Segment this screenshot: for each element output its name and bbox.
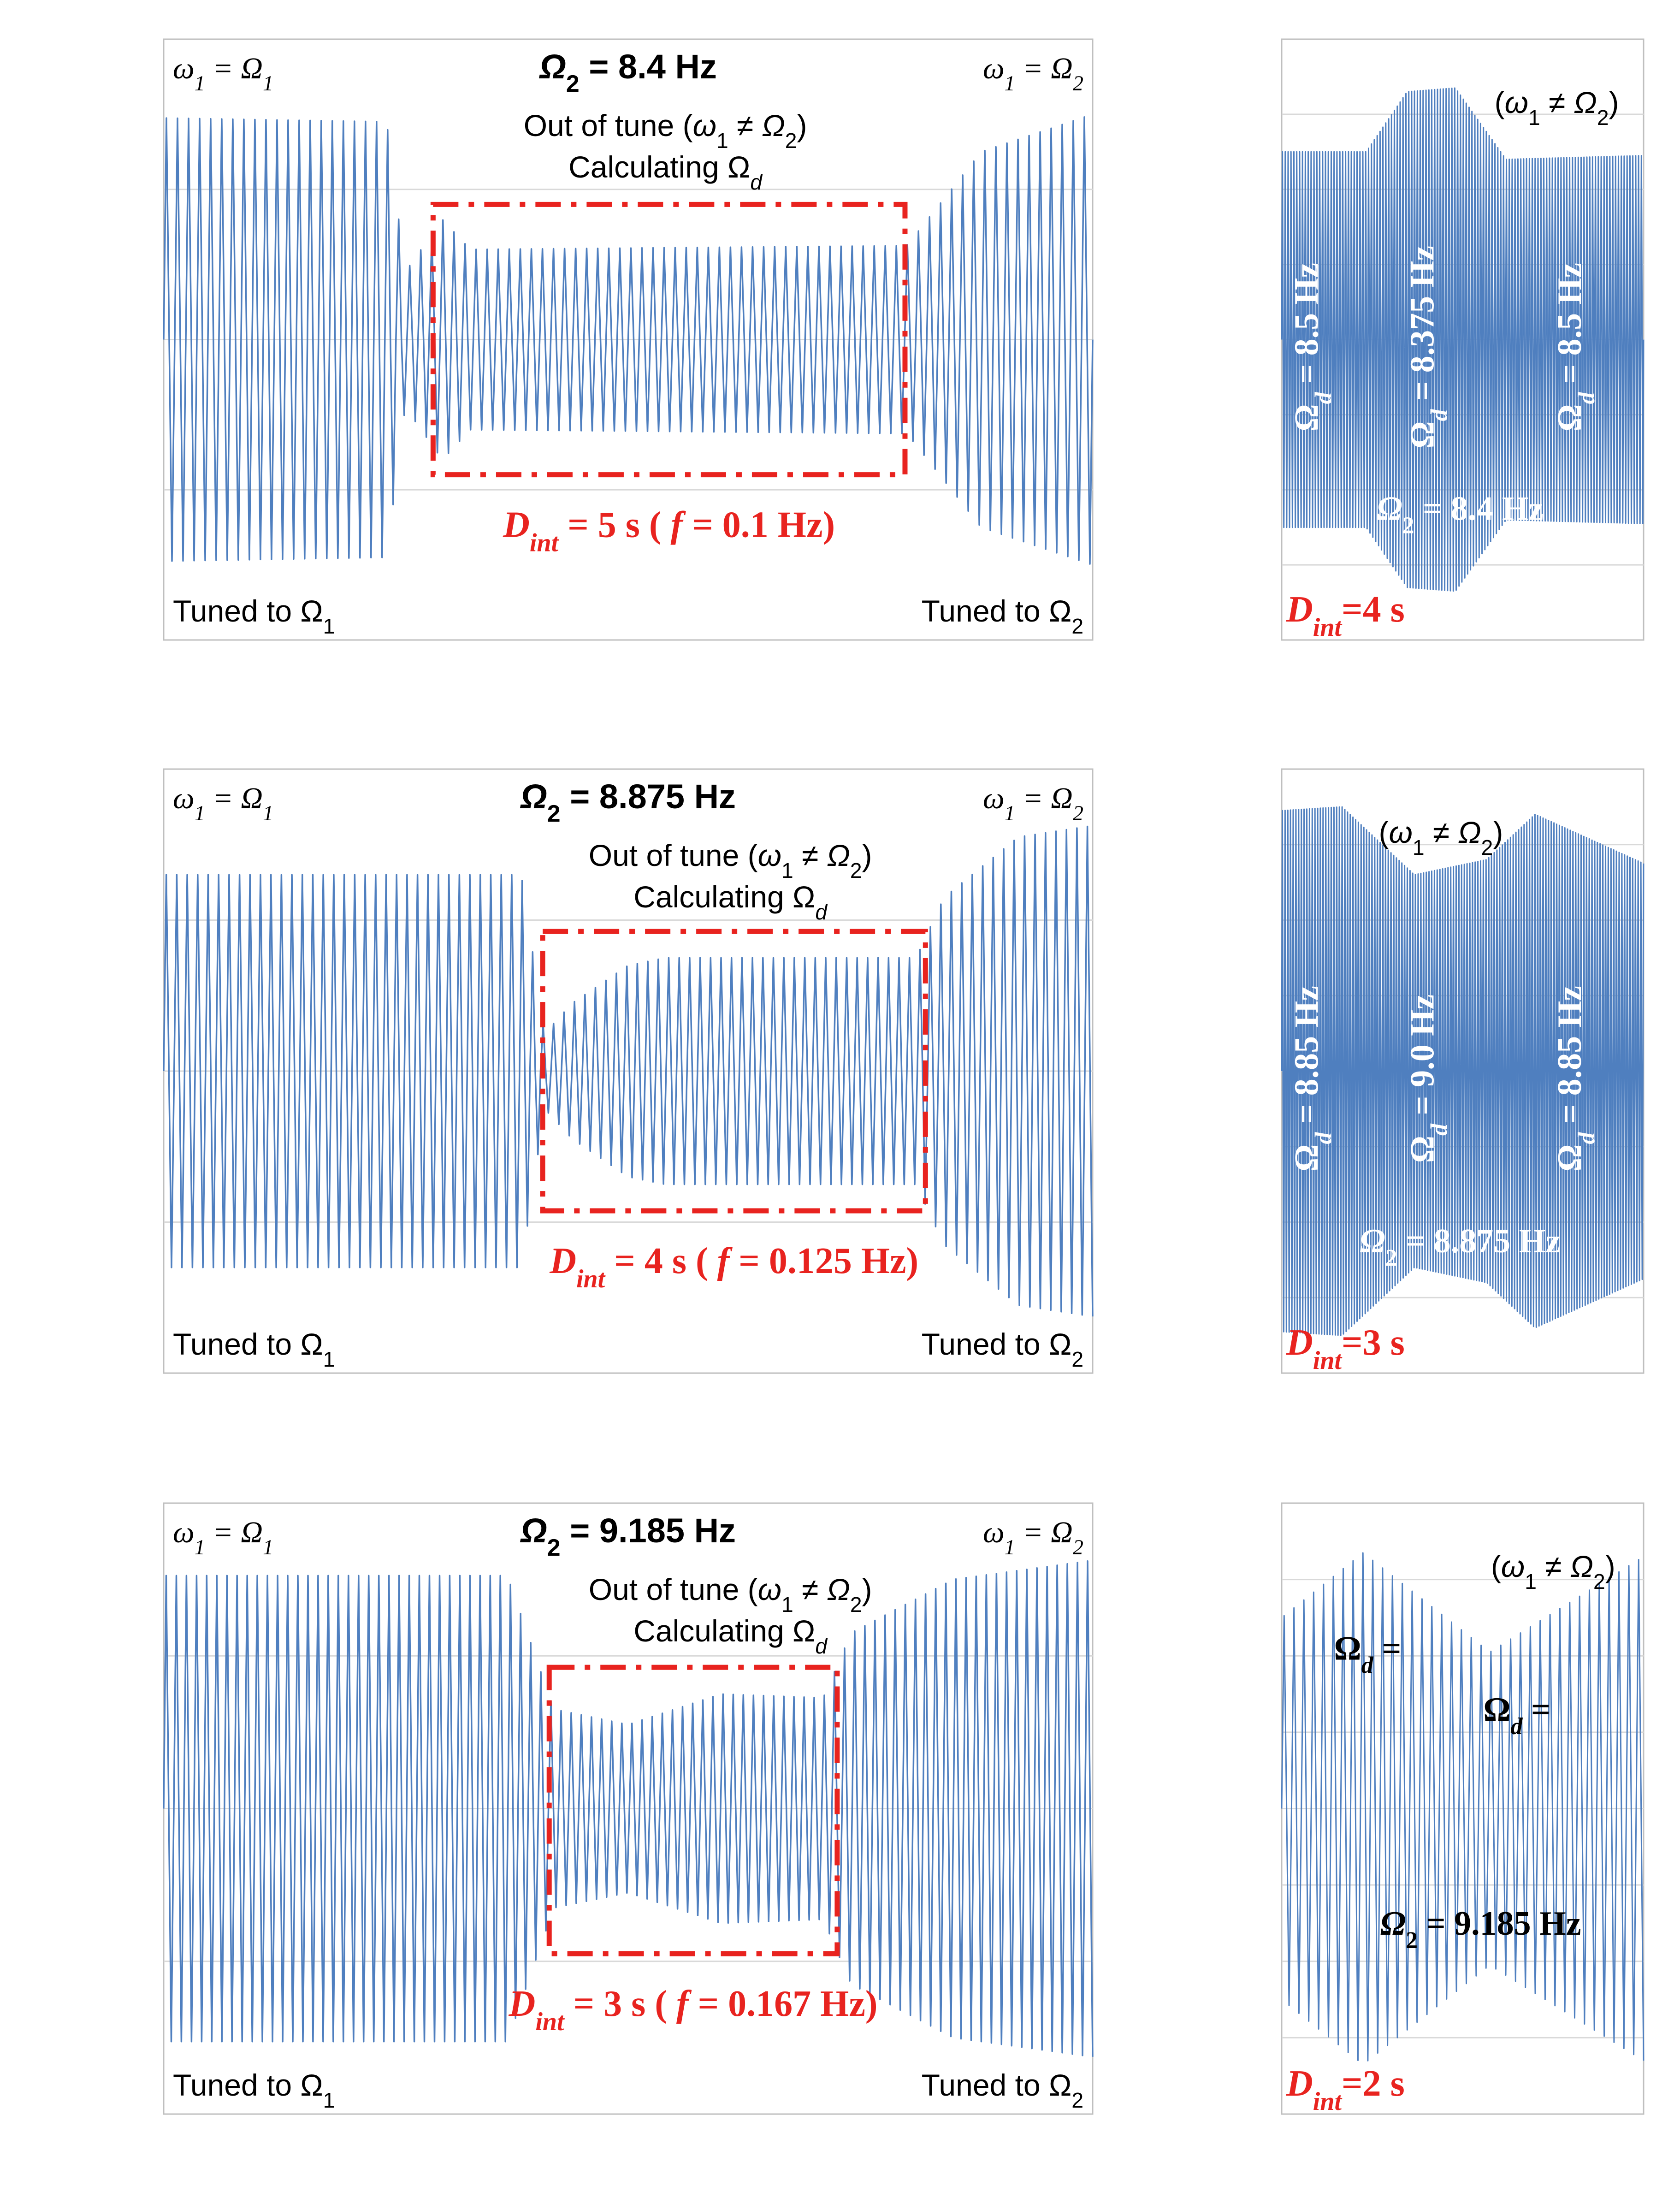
calculating-label: Calculating Ωd (633, 880, 828, 924)
left-relation: ω1 = Ω1 (173, 52, 273, 95)
cannot-tune-relation: (ω1 ≠ Ω2) (1378, 815, 1503, 859)
out-of-tune-label: Out of tune (ω1 ≠ Ω2) (589, 1572, 872, 1617)
omega-d-label: Ωd = 8.85 Hz (1288, 986, 1337, 1172)
chart-panel-e: Ω2 = 9.185 Hz ω1 = Ω1 ω1 = Ω2 Out of tune (… (163, 1502, 1094, 2115)
out-of-tune-label: Out of tune (ω1 ≠ Ω2) (524, 108, 807, 153)
cannot-tune-relation: (ω1 ≠ Ω2) (1495, 85, 1619, 130)
series-line (1281, 806, 1645, 1336)
omega2-label: Ω2 = 8.875 Hz (1360, 1222, 1561, 1271)
dint-label: Dint=4 s (1286, 589, 1405, 642)
chart-panel-f: (ω1 ≠ Ω2) Dint=2 s Ωd = Ωd = Ω2 = 9.185 Hz (1281, 1502, 1645, 2116)
right-relation: ω1 = Ω2 (983, 1516, 1083, 1559)
omega-d-label: Ωd = 9.0 Hz (1404, 995, 1453, 1163)
tuned-right-label: Tuned to Ω2 (922, 2068, 1083, 2112)
tuned-right-label: Tuned to Ω2 (922, 594, 1083, 638)
tuned-right-label: Tuned to Ω2 (922, 1327, 1083, 1371)
omega-d-label: Ωd = (1334, 1630, 1402, 1679)
chart-panel-b: (ω1 ≠ Ω2) Dint=4 s Ωd = 8.5 Hz Ωd = 8.375 H… (1281, 38, 1645, 642)
cannot-tune-relation: (ω1 ≠ Ω2) (1491, 1549, 1615, 1594)
omega2-label: Ω2 = 9.185 Hz (1380, 1905, 1581, 1954)
interval-box (430, 201, 908, 478)
tuned-left-label: Tuned to Ω1 (173, 1327, 335, 1371)
omega-d-label: Ωd = 8.375 Hz (1404, 246, 1453, 449)
omega-d-label: Ωd = 8.5 Hz (1551, 263, 1600, 432)
calculating-label: Calculating Ωd (633, 1614, 828, 1658)
dint-label: Dint = 5 s ( f = 0.1 Hz) (503, 505, 835, 557)
dint-label: Dint=2 s (1286, 2063, 1405, 2116)
omega-d-label: Ωd = 8.5 Hz (1288, 263, 1337, 432)
left-relation: ω1 = Ω1 (173, 782, 273, 825)
right-relation: ω1 = Ω2 (983, 782, 1083, 825)
right-relation: ω1 = Ω2 (983, 52, 1083, 95)
series-line (163, 825, 1094, 1317)
omega2-title: Ω2 = 8.875 Hz (520, 777, 736, 827)
series-line (163, 116, 1094, 565)
series-line (1281, 87, 1645, 592)
tuned-left-label: Tuned to Ω1 (173, 594, 335, 638)
chart-panel-d: (ω1 ≠ Ω2) Dint=3 s Ωd = 8.85 Hz Ωd = 9.0 Hz… (1281, 768, 1645, 1375)
chart-panel-a: Ω2 = 8.4 Hz ω1 = Ω1 ω1 = Ω2 Out of tune (ω1… (163, 38, 1094, 641)
dint-label: Dint=3 s (1286, 1322, 1405, 1375)
omega2-label: Ω2 = 8.4 Hz (1377, 490, 1544, 539)
left-relation: ω1 = Ω1 (173, 1516, 273, 1559)
interval-box (546, 1665, 840, 1956)
omega-d-label: Ωd = (1483, 1691, 1550, 1740)
omega2-title: Ω2 = 8.4 Hz (538, 47, 717, 97)
series-line (163, 1560, 1094, 2057)
omega2-title: Ω2 = 9.185 Hz (520, 1511, 736, 1561)
series-line (1281, 1552, 1645, 2062)
omega-d-label: Ωd = 8.85 Hz (1551, 986, 1600, 1172)
out-of-tune-label: Out of tune (ω1 ≠ Ω2) (589, 838, 872, 883)
dint-label: Dint = 4 s ( f = 0.125 Hz) (549, 1241, 918, 1293)
calculating-label: Calculating Ωd (568, 150, 763, 194)
tuned-left-label: Tuned to Ω1 (173, 2068, 335, 2112)
interval-box (540, 929, 928, 1214)
chart-panel-c: Ω2 = 8.875 Hz ω1 = Ω1 ω1 = Ω2 Out of tune (… (163, 768, 1094, 1374)
dint-label: Dint = 3 s ( f = 0.167 Hz) (509, 1984, 878, 2036)
